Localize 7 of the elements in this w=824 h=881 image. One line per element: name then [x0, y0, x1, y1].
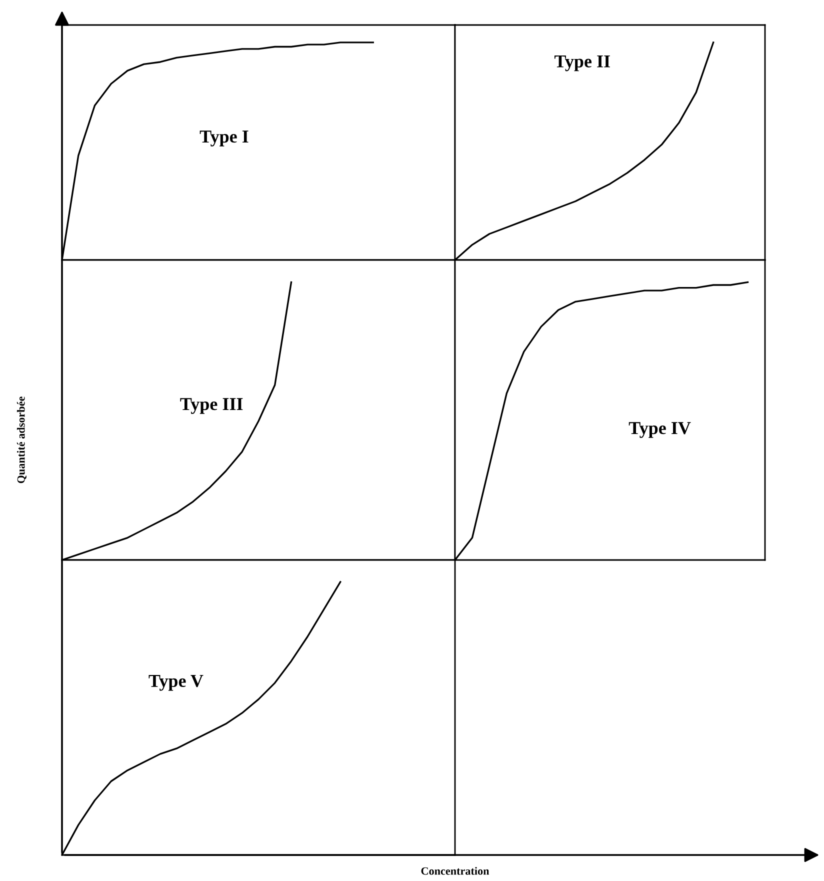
text: Type IV: [628, 422, 691, 438]
y-axis-title: Quantité adsorbée: [16, 396, 26, 484]
x-axis-title: Concentration: [421, 866, 490, 875]
text: Type I: [200, 130, 248, 146]
text: Type III: [180, 398, 243, 414]
text: Type V: [148, 675, 204, 691]
text: Type II: [554, 55, 610, 72]
